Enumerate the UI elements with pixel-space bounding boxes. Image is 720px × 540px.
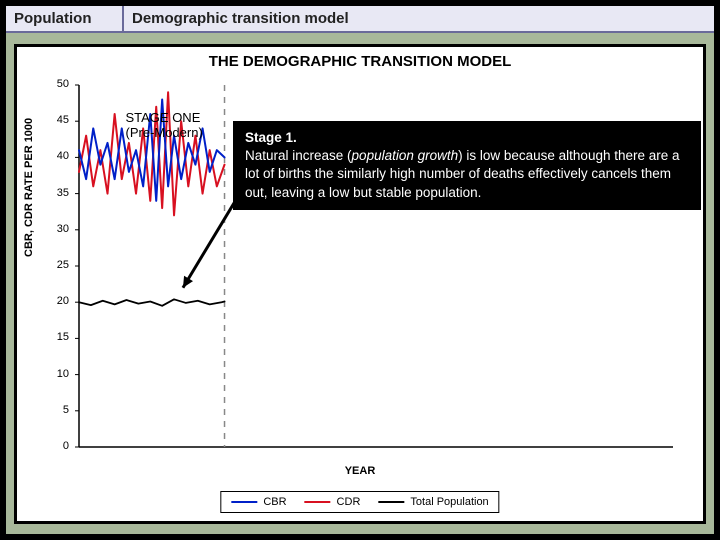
y-tick-label: 10 (51, 368, 69, 380)
y-tick-label: 40 (51, 150, 69, 162)
legend-label-cbr: CBR (263, 496, 286, 508)
y-tick-label: 0 (51, 440, 69, 452)
y-tick-label: 15 (51, 331, 69, 343)
y-tick-label: 50 (51, 78, 69, 90)
y-tick-label: 5 (51, 404, 69, 416)
legend-item-cdr: CDR (305, 496, 361, 508)
legend: CBR CDR Total Population (220, 491, 499, 513)
callout-box: Stage 1. Natural increase (population gr… (233, 121, 701, 210)
y-axis-label: CBR, CDR RATE PER 1000 (23, 118, 35, 257)
slide-frame: Population Demographic transition model … (0, 0, 720, 540)
header-left: Population (6, 6, 124, 31)
legend-label-total: Total Population (410, 496, 488, 508)
y-tick-label: 20 (51, 295, 69, 307)
callout-body-pre: Natural increase ( (245, 148, 352, 163)
legend-swatch-cbr (231, 501, 257, 503)
legend-swatch-total (378, 501, 404, 503)
y-tick-label: 35 (51, 187, 69, 199)
callout-title: Stage 1. (245, 130, 297, 145)
legend-label-cdr: CDR (337, 496, 361, 508)
header-row: Population Demographic transition model (6, 6, 714, 33)
x-axis-label: YEAR (17, 465, 703, 477)
callout-body-emph: population growth (352, 148, 459, 163)
legend-item-cbr: CBR (231, 496, 286, 508)
y-tick-label: 25 (51, 259, 69, 271)
y-tick-label: 30 (51, 223, 69, 235)
legend-item-total: Total Population (378, 496, 488, 508)
y-tick-label: 45 (51, 114, 69, 126)
legend-swatch-cdr (305, 501, 331, 503)
header-right: Demographic transition model (124, 6, 714, 31)
chart-title: THE DEMOGRAPHIC TRANSITION MODEL (17, 47, 703, 72)
chart-container: THE DEMOGRAPHIC TRANSITION MODEL CBR, CD… (14, 44, 706, 524)
stage-one-label: STAGE ONE(Pre-Modern) (125, 110, 202, 141)
